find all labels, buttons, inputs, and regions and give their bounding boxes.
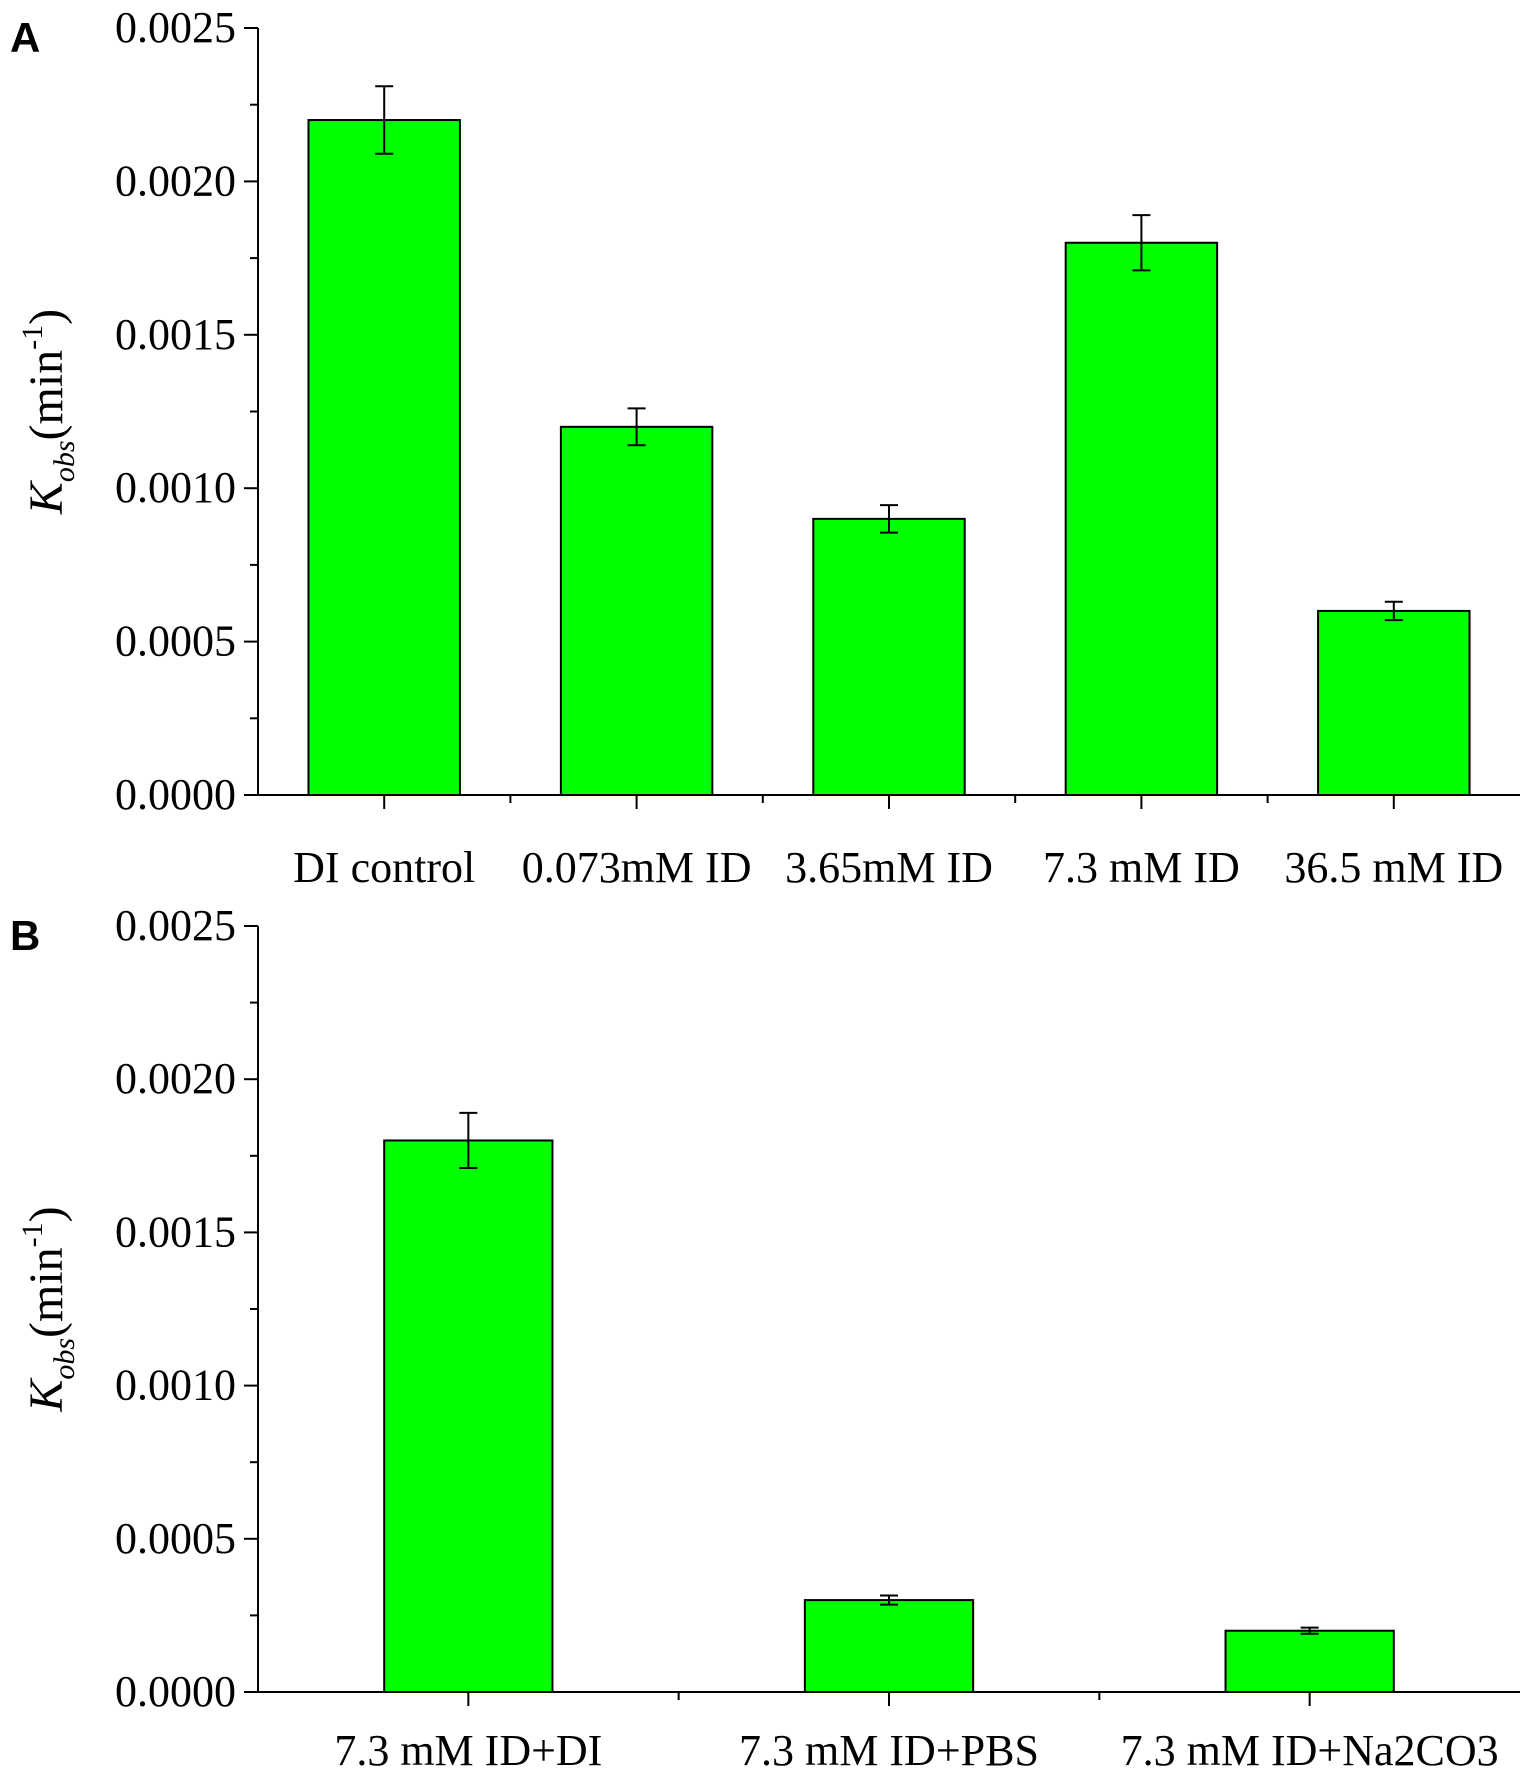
y-label-sup: -1: [16, 1222, 49, 1247]
y-label-main: K: [20, 479, 73, 515]
y-tick-label: 0.0000: [115, 1667, 236, 1716]
bar: [383, 1139, 554, 1693]
x-tick-label: DI control: [293, 843, 475, 892]
y-axis-label: Kobs(min-1): [16, 309, 81, 515]
bar: [1064, 241, 1219, 796]
y-tick-label: 0.0025: [115, 3, 236, 52]
error-bar: [1300, 1626, 1319, 1635]
y-label-unit: (min: [20, 350, 73, 441]
y-axis-label: Kobs(min-1): [16, 1206, 81, 1412]
bar: [803, 1599, 975, 1693]
y-tick-label: 0.0020: [115, 1054, 236, 1103]
y-label-main: K: [20, 1377, 73, 1413]
y-tick-label: 0.0000: [115, 770, 236, 819]
bar: [1317, 609, 1471, 796]
y-label-close: ): [20, 309, 73, 325]
error-bar: [459, 1111, 478, 1170]
panel-label: B: [10, 912, 40, 959]
y-tick-label: 0.0025: [115, 901, 236, 950]
bar: [812, 517, 966, 796]
y-tick-label: 0.0010: [115, 463, 236, 512]
y-label-unit: (min: [20, 1247, 73, 1338]
error-bar: [880, 504, 898, 534]
error-bar: [1384, 600, 1403, 622]
y-label-sub: obs: [48, 440, 81, 482]
x-tick-label: 0.073mM ID: [522, 843, 752, 892]
y-tick-label: 0.0020: [115, 156, 236, 205]
bar: [559, 425, 714, 796]
y-tick-label: 0.0010: [115, 1361, 236, 1410]
y-tick-label: 0.0005: [115, 617, 236, 666]
x-tick-label: 7.3 mM ID+Na2CO3: [1121, 1726, 1499, 1775]
error-bar: [1132, 214, 1151, 272]
error-bar: [880, 1594, 898, 1606]
bar: [1224, 1629, 1395, 1693]
bar: [307, 119, 461, 797]
x-tick-label: 7.3 mM ID: [1043, 843, 1240, 892]
y-tick-label: 0.0015: [115, 310, 236, 359]
panel-b: B 0.0000 0.0005 0.0010 0.0015 0.0020 0.0025 7.3…: [10, 901, 1520, 1775]
x-tick-label: 36.5 mM ID: [1284, 843, 1503, 892]
y-tick-label: 0.0015: [115, 1207, 236, 1256]
error-bar: [627, 407, 646, 447]
error-bar: [375, 85, 394, 155]
y-tick-label: 0.0005: [115, 1514, 236, 1563]
panel-label: A: [10, 14, 40, 61]
x-tick-label: 3.65mM ID: [785, 843, 993, 892]
x-tick-label: 7.3 mM ID+PBS: [739, 1726, 1039, 1775]
y-label-close: ): [20, 1206, 73, 1222]
x-tick-label: 7.3 mM ID+DI: [334, 1726, 602, 1775]
panel-a: A 0.0000 0.0005 0.0010 0.0015 0.0020 0.0025 DI …: [10, 3, 1520, 892]
y-label-sup: -1: [16, 325, 49, 350]
y-label-sub: obs: [48, 1338, 81, 1380]
